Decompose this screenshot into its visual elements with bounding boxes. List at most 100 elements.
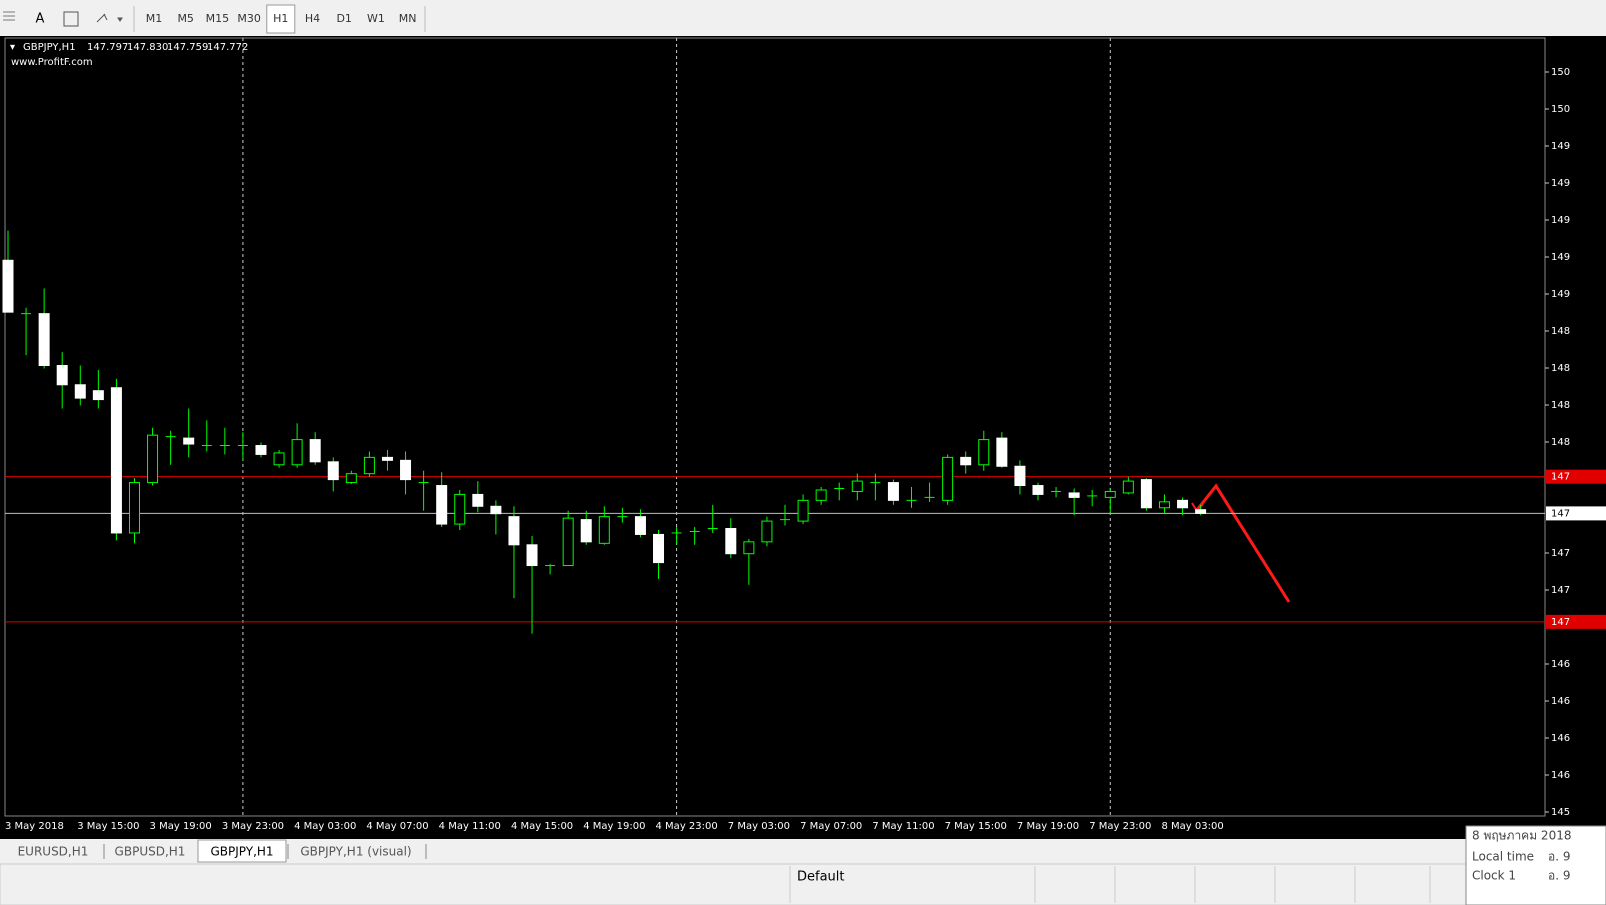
clock-row-label: Local time	[1472, 850, 1534, 864]
candle-body	[1032, 485, 1044, 495]
timeframe-button[interactable]: M30	[237, 12, 261, 25]
timeframe-button[interactable]: H1	[273, 12, 288, 25]
timeframe-button[interactable]: MN	[399, 12, 417, 25]
time-label: 7 May 23:00	[1089, 821, 1151, 832]
tab[interactable]: EURUSD,H1	[18, 845, 89, 859]
clock-date: 8 พฤษภาคม 2018	[1472, 829, 1571, 843]
time-label: 7 May 15:00	[945, 821, 1007, 832]
candle-body	[92, 390, 104, 401]
profile-name: Default	[797, 870, 845, 885]
price-label: 150	[1551, 104, 1570, 115]
tools-icon[interactable]	[96, 13, 123, 23]
candle-body	[851, 480, 863, 492]
price-label: 149	[1551, 141, 1570, 152]
candle-body	[634, 516, 646, 535]
time-label: 3 May 2018	[5, 821, 64, 832]
watermark: www.ProfitF.com	[11, 57, 93, 68]
timeframe-button[interactable]: M15	[206, 12, 230, 25]
candle-body	[508, 516, 520, 546]
level-label-box	[1546, 469, 1606, 484]
active-tab	[197, 839, 287, 863]
timeframe-button[interactable]: D1	[336, 12, 351, 25]
time-label: 7 May 11:00	[872, 821, 934, 832]
price-label: 149	[1551, 252, 1570, 263]
candle-body	[309, 439, 321, 463]
price-label: 148	[1551, 326, 1570, 337]
timeframe-button[interactable]: M5	[177, 12, 194, 25]
symbol-arrow: ▾	[10, 42, 15, 53]
price-label: 146	[1551, 770, 1570, 781]
candle-body	[598, 516, 610, 544]
candle-body	[291, 439, 303, 466]
time-label: 3 May 19:00	[150, 821, 212, 832]
price-label: 147	[1551, 548, 1570, 559]
time-label: 4 May 03:00	[294, 821, 356, 832]
time-label: 7 May 03:00	[728, 821, 790, 832]
candle-body	[1068, 492, 1080, 498]
ohlc-value: 147.772	[207, 42, 248, 53]
font-button[interactable]: A	[36, 12, 45, 27]
candle-body	[562, 517, 574, 567]
candle-body	[56, 365, 68, 386]
price-label: 148	[1551, 437, 1570, 448]
level-label: 147	[1551, 472, 1570, 483]
candle-body	[761, 520, 773, 543]
price-label: 148	[1551, 363, 1570, 374]
drawn-arrow	[1195, 483, 1291, 603]
clock-row-value: อ. 9	[1548, 869, 1570, 883]
candle-body	[996, 437, 1008, 467]
candle-body	[815, 489, 827, 501]
candle-body	[255, 445, 267, 455]
candle-body	[1104, 490, 1116, 498]
candle-body	[147, 434, 159, 484]
price-label: 150	[1551, 67, 1570, 78]
price-label: 146	[1551, 696, 1570, 707]
time-label: 7 May 07:00	[800, 821, 862, 832]
bid-label: 147	[1551, 508, 1570, 519]
clock-popup	[1465, 825, 1606, 905]
candle-body	[1014, 465, 1026, 487]
price-label: 149	[1551, 215, 1570, 226]
text-icon[interactable]	[63, 11, 79, 27]
active-timeframe	[266, 4, 296, 34]
candle-body	[580, 519, 592, 543]
timeframe-button[interactable]: W1	[367, 12, 385, 25]
candle-body	[472, 493, 484, 507]
time-label: 4 May 15:00	[511, 821, 573, 832]
candle-body	[653, 533, 665, 564]
tab[interactable]: GBPJPY,H1 (visual)	[300, 845, 411, 859]
time-label: 8 May 03:00	[1161, 821, 1223, 832]
candle-body	[363, 456, 375, 475]
time-label: 3 May 23:00	[222, 821, 284, 832]
candle-body	[1195, 509, 1207, 514]
time-label: 7 May 19:00	[1017, 821, 1079, 832]
candle-body	[725, 528, 737, 555]
candle-body	[345, 473, 357, 484]
candle-body	[183, 437, 195, 445]
candle-body	[381, 456, 393, 461]
bid-label-box	[1546, 506, 1606, 521]
candle-body	[1158, 501, 1170, 509]
candle-body	[38, 313, 50, 367]
time-label: 4 May 11:00	[439, 821, 501, 832]
price-label: 148	[1551, 400, 1570, 411]
price-label: 145	[1551, 807, 1570, 818]
level-label-box	[1546, 614, 1606, 629]
menu-icon[interactable]	[3, 11, 15, 21]
price-label: 149	[1551, 289, 1570, 300]
timeframe-button[interactable]: H4	[305, 12, 320, 25]
candle-body	[400, 459, 412, 481]
tab[interactable]: GBPJPY,H1	[210, 845, 273, 859]
time-label: 4 May 07:00	[366, 821, 428, 832]
price-label: 147	[1551, 585, 1570, 596]
tab[interactable]: GBPUSD,H1	[115, 845, 186, 859]
ohlc-value: 147.759	[167, 42, 208, 53]
symbol-label: GBPJPY,H1	[23, 42, 76, 53]
price-label: 146	[1551, 733, 1570, 744]
candle-body	[74, 384, 86, 399]
time-label: 3 May 15:00	[77, 821, 139, 832]
timeframe-button[interactable]: M1	[146, 12, 163, 25]
candle-body	[526, 544, 538, 567]
